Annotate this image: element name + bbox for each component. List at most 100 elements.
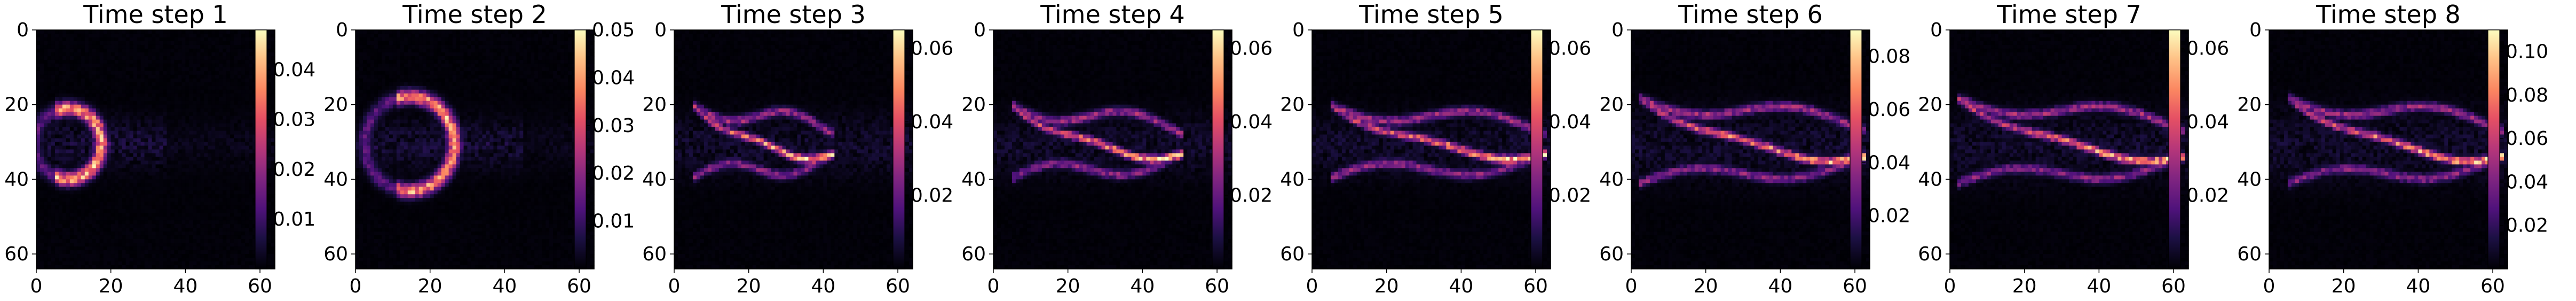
heatmap-cell bbox=[129, 67, 134, 72]
heatmap-cell bbox=[241, 101, 246, 105]
heatmap-cell bbox=[174, 104, 178, 109]
heatmap-cell bbox=[167, 243, 171, 247]
heatmap-cell bbox=[118, 239, 123, 243]
heatmap-cell bbox=[211, 254, 216, 258]
heatmap-cell bbox=[66, 145, 70, 150]
heatmap-cell bbox=[114, 33, 119, 38]
heatmap-cell bbox=[174, 246, 178, 251]
heatmap-cell bbox=[471, 44, 476, 49]
heatmap-cell bbox=[185, 205, 189, 210]
heatmap-cell bbox=[208, 213, 212, 217]
heatmap-cell bbox=[189, 213, 193, 217]
heatmap-cell bbox=[245, 164, 249, 169]
heatmap-cell bbox=[62, 258, 67, 262]
heatmap-cell bbox=[204, 246, 208, 251]
heatmap-cell bbox=[407, 63, 412, 68]
heatmap-cell bbox=[99, 93, 104, 98]
heatmap-cell bbox=[114, 134, 119, 139]
heatmap-cell bbox=[230, 164, 234, 169]
heatmap-cell bbox=[208, 183, 212, 187]
heatmap-cell bbox=[36, 205, 41, 210]
heatmap-cell bbox=[99, 123, 104, 128]
heatmap-cell bbox=[377, 59, 382, 64]
heatmap-cell bbox=[174, 164, 178, 169]
heatmap-cell bbox=[252, 97, 257, 102]
heatmap-cell bbox=[200, 97, 204, 102]
heatmap-cell bbox=[43, 194, 48, 198]
heatmap-cell bbox=[110, 228, 115, 232]
heatmap-cell bbox=[178, 224, 182, 228]
heatmap-cell bbox=[219, 205, 223, 210]
heatmap-cell bbox=[103, 217, 108, 221]
heatmap-cell bbox=[39, 97, 44, 102]
heatmap-cell bbox=[389, 33, 393, 38]
heatmap-cell bbox=[58, 59, 63, 64]
heatmap-cell bbox=[62, 250, 67, 254]
heatmap-cell bbox=[385, 52, 390, 57]
heatmap-cell bbox=[392, 56, 397, 60]
heatmap-cell bbox=[163, 149, 168, 154]
heatmap-cell bbox=[77, 153, 82, 158]
heatmap-cell bbox=[148, 82, 153, 87]
heatmap-cell bbox=[362, 71, 367, 75]
heatmap-cell bbox=[77, 160, 82, 165]
heatmap-cell bbox=[159, 123, 164, 128]
heatmap-cell bbox=[39, 157, 44, 161]
heatmap-cell bbox=[103, 142, 108, 146]
heatmap-cell bbox=[69, 71, 74, 75]
heatmap-cell bbox=[152, 93, 156, 98]
heatmap-cell bbox=[36, 235, 41, 240]
heatmap-cell bbox=[508, 30, 512, 34]
heatmap-cell bbox=[185, 190, 189, 195]
heatmap-cell bbox=[36, 78, 41, 83]
heatmap-cell bbox=[267, 153, 272, 158]
heatmap-cell bbox=[193, 231, 197, 236]
heatmap-cell bbox=[118, 59, 123, 64]
heatmap-cell bbox=[170, 48, 175, 53]
heatmap-cell bbox=[133, 168, 138, 172]
heatmap-cell bbox=[99, 220, 104, 225]
heatmap-cell bbox=[196, 89, 201, 94]
heatmap-cell bbox=[234, 179, 238, 183]
heatmap-cell bbox=[223, 198, 227, 202]
heatmap-cell bbox=[51, 112, 56, 117]
heatmap-cell bbox=[167, 44, 171, 49]
heatmap-cell bbox=[234, 224, 238, 228]
heatmap-cell bbox=[51, 130, 56, 135]
heatmap-cell bbox=[73, 130, 78, 135]
heatmap-cell bbox=[118, 93, 123, 98]
heatmap-cell bbox=[47, 115, 52, 120]
heatmap-cell bbox=[170, 127, 175, 132]
heatmap-cell bbox=[241, 265, 246, 269]
heatmap-cell bbox=[178, 78, 182, 83]
heatmap-cell bbox=[163, 101, 168, 105]
heatmap-cell bbox=[58, 183, 63, 187]
heatmap-cell bbox=[159, 220, 164, 225]
heatmap-cell bbox=[148, 63, 153, 68]
heatmap-cell bbox=[107, 224, 112, 228]
heatmap-cell bbox=[107, 198, 112, 202]
heatmap-cell bbox=[238, 265, 242, 269]
heatmap-cell bbox=[178, 228, 182, 232]
heatmap-cell bbox=[51, 198, 56, 202]
heatmap-cell bbox=[415, 56, 420, 60]
heatmap-cell bbox=[81, 205, 85, 210]
heatmap-cell bbox=[88, 108, 93, 113]
heatmap-cell bbox=[230, 217, 234, 221]
heatmap-cell bbox=[234, 30, 238, 34]
heatmap-cell bbox=[249, 157, 253, 161]
heatmap-cell bbox=[107, 220, 112, 225]
heatmap-cell bbox=[193, 175, 197, 180]
heatmap-cell bbox=[77, 127, 82, 132]
heatmap-cell bbox=[181, 104, 186, 109]
heatmap-cell bbox=[84, 160, 89, 165]
heatmap-cell bbox=[84, 52, 89, 57]
heatmap-cell bbox=[546, 48, 550, 53]
heatmap-cell bbox=[234, 52, 238, 57]
heatmap-cell bbox=[241, 179, 246, 183]
heatmap-cell bbox=[107, 86, 112, 90]
heatmap-cell bbox=[385, 41, 390, 45]
heatmap-cell bbox=[204, 112, 208, 117]
heatmap-cell bbox=[174, 89, 178, 94]
heatmap-cell bbox=[238, 41, 242, 45]
